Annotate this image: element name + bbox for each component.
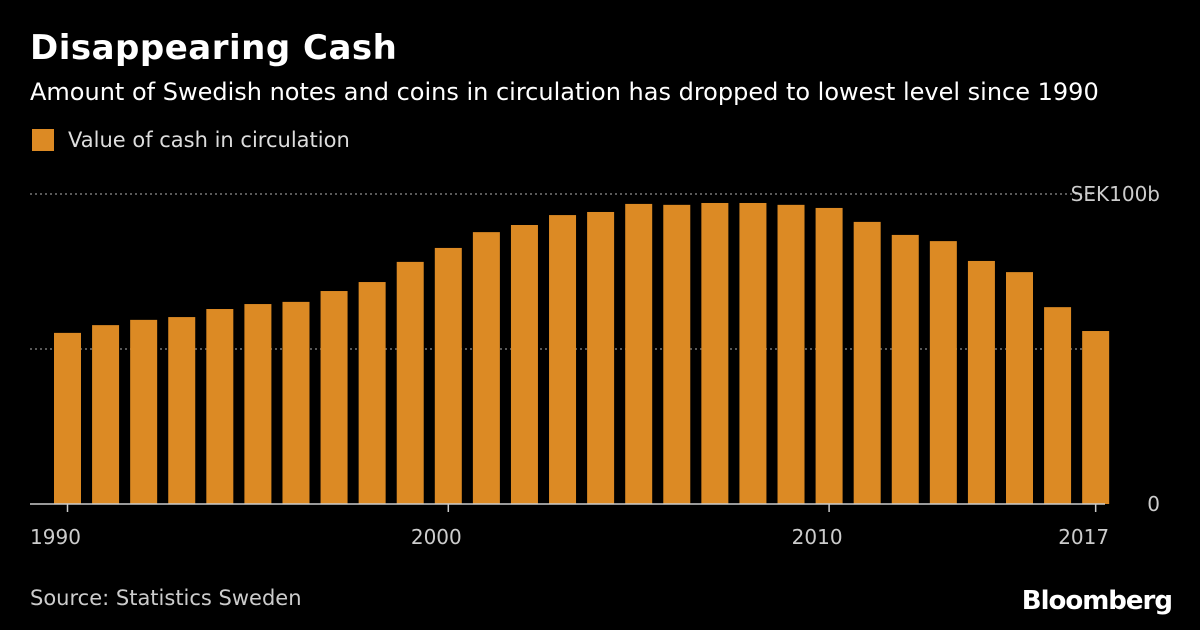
chart-subtitle: Amount of Swedish notes and coins in cir… — [30, 78, 1099, 106]
bar — [206, 309, 234, 504]
bar — [1006, 272, 1033, 504]
x-tick-label: 2017 — [1058, 525, 1109, 549]
bar — [587, 211, 615, 505]
bar — [1044, 307, 1072, 504]
bar — [739, 202, 767, 505]
bar — [244, 304, 272, 504]
y-tick-label: 0 — [1147, 492, 1160, 516]
legend-label: Value of cash in circulation — [68, 128, 350, 152]
bar — [282, 301, 310, 504]
bar — [434, 247, 462, 504]
bar — [396, 261, 424, 504]
bar — [777, 204, 805, 504]
x-tick-label: 2000 — [411, 525, 462, 549]
bar — [358, 282, 386, 504]
source-note: Source: Statistics Sweden — [30, 586, 302, 610]
bar — [967, 260, 995, 504]
chart-title: Disappearing Cash — [30, 28, 398, 68]
bar — [929, 241, 957, 504]
bar — [625, 203, 653, 505]
bar — [1082, 331, 1110, 504]
bar — [92, 325, 120, 504]
bar — [815, 207, 843, 504]
legend-swatch — [32, 129, 54, 151]
bloomberg-logo: Bloomberg — [1021, 586, 1173, 616]
bar — [472, 232, 500, 504]
bar — [510, 225, 538, 504]
bar — [701, 202, 729, 505]
y-tick-label: SEK100b — [1071, 182, 1160, 206]
bar — [168, 317, 196, 504]
bar — [853, 221, 881, 504]
bar — [54, 332, 81, 504]
legend: Value of cash in circulation — [32, 128, 350, 152]
bar — [891, 234, 919, 505]
bar — [549, 215, 577, 504]
bar — [320, 291, 348, 504]
x-tick-label: 2010 — [792, 525, 843, 549]
bar — [130, 319, 158, 504]
bar — [663, 204, 691, 504]
x-tick-label: 1990 — [30, 525, 81, 549]
